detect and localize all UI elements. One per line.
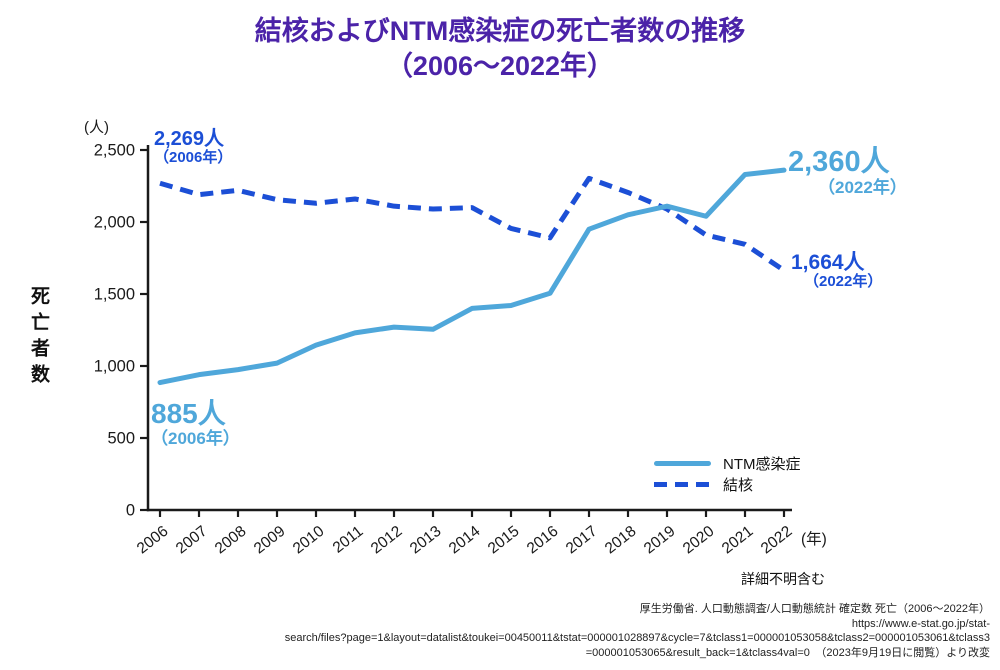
source-line1: 厚生労働省. 人口動態調査/人口動態統計 確定数 死亡（2006～2022年） <box>639 603 990 615</box>
y-tick-label: 1,000 <box>94 358 135 376</box>
annotation-ntm-2022-value: 2,360人 <box>788 146 890 178</box>
x-tick-label: 2020 <box>680 523 718 558</box>
x-tick-label: 2017 <box>563 523 601 558</box>
x-tick-label: 2011 <box>330 523 367 557</box>
chart-title: 結核およびNTM感染症の死亡者数の推移 （2006～2022年） <box>0 14 1000 84</box>
x-tick-label: 2008 <box>212 523 250 558</box>
y-tick-label: 0 <box>126 502 135 520</box>
annotation-ntm-2022-year: （2022年） <box>818 177 907 197</box>
tb-line <box>159 175 786 273</box>
legend-label-tb: 結核 <box>723 477 754 494</box>
legend-label-ntm: NTM感染症 <box>723 456 801 473</box>
footnote: 詳細不明含む <box>741 571 825 587</box>
x-tick-label: 2007 <box>173 523 211 558</box>
x-axis-unit: (年) <box>801 530 827 548</box>
ntm-line <box>157 167 787 386</box>
x-tick-label: 2021 <box>719 523 757 558</box>
annotation-ntm-2006-value: 885人 <box>151 398 226 429</box>
legend-item-ntm: NTM感染症 <box>654 453 801 474</box>
x-tick-label: 2012 <box>368 523 406 558</box>
x-tick-label: 2010 <box>290 523 328 558</box>
x-tick-label: 2019 <box>641 523 679 558</box>
annotation-ntm-2022: 2,360人 （2022年） <box>788 146 907 198</box>
y-tick-label: 1,500 <box>94 286 135 304</box>
legend-item-tb: 結核 <box>654 474 801 495</box>
y-axis-title: 死亡者数 <box>28 286 49 390</box>
ntm-line-swatch <box>654 461 711 466</box>
y-tick-label: 2,000 <box>94 214 135 232</box>
chart-title-line1: 結核およびNTM感染症の死亡者数の推移 <box>254 16 746 46</box>
annotation-ntm-2006: 885人 （2006年） <box>151 398 240 448</box>
x-tick-label: 2009 <box>251 523 289 558</box>
annotation-tb-2022: 1,664人 （2022年） <box>791 251 882 291</box>
annotation-tb-2006-value: 2,269人 <box>154 128 225 150</box>
y-tick-label: 500 <box>107 430 135 448</box>
annotation-ntm-2006-year: （2006年） <box>151 428 240 448</box>
x-tick-label: 2018 <box>602 523 640 558</box>
x-tick-label: 2013 <box>407 523 445 558</box>
source-line2: https://www.e-stat.go.jp/stat- <box>851 617 990 630</box>
annotation-tb-2022-year: （2022年） <box>804 273 883 291</box>
source-citation: 厚生労働省. 人口動態調査/人口動態統計 確定数 死亡（2006～2022年） … <box>285 602 990 660</box>
annotation-tb-2022-value: 1,664人 <box>791 251 865 274</box>
x-tick-label: 2015 <box>485 523 523 558</box>
x-tick-label: 2006 <box>134 523 172 558</box>
x-tick-label: 2014 <box>446 523 484 558</box>
x-tick-label: 2022 <box>758 523 796 558</box>
annotation-tb-2006-year: （2006年） <box>154 149 233 166</box>
legend: NTM感染症 結核 <box>654 453 801 495</box>
chart-title-line2: （2006～2022年） <box>385 51 615 81</box>
y-axis-unit: (人) <box>84 119 109 136</box>
y-tick-label: 2,500 <box>94 142 135 160</box>
source-line3: search/files?page=1&layout=datalist&touk… <box>284 632 990 644</box>
annotation-tb-2006: 2,269人 （2006年） <box>154 128 232 167</box>
x-tick-label: 2016 <box>524 523 562 558</box>
tb-line-swatch <box>654 482 711 487</box>
source-line4: =000001053065&result_back=1&tclass4val=0… <box>585 646 990 659</box>
